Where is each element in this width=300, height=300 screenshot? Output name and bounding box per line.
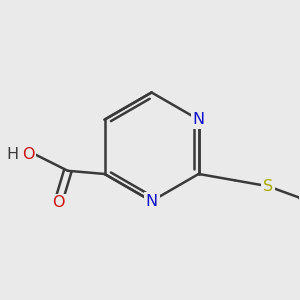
Text: O: O [22, 147, 34, 162]
Text: O: O [52, 195, 64, 210]
Text: N: N [193, 112, 205, 127]
Text: H: H [6, 147, 18, 162]
Text: S: S [263, 179, 273, 194]
Text: N: N [146, 194, 158, 208]
